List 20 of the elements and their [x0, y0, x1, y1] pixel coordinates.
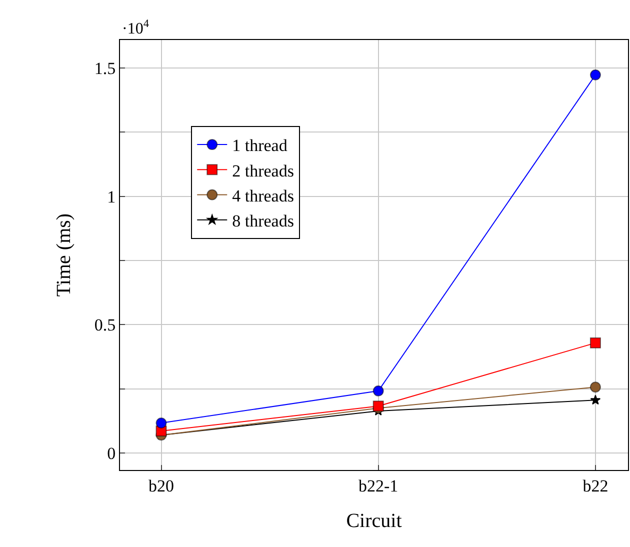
x-axis-title: Circuit	[346, 510, 402, 532]
text: ·10$^{4}$	[122, 18, 150, 38]
point	[590, 69, 601, 80]
y-tick-label: 1	[107, 187, 116, 206]
point	[156, 418, 167, 429]
point	[372, 385, 384, 396]
y-tick-label: 1.5	[94, 58, 116, 78]
x-tick-label: b22	[582, 476, 608, 496]
legend-label: 8 threads	[232, 211, 294, 230]
legend-label: 4 threads	[232, 186, 294, 206]
y-tick-label: 0.5	[94, 316, 116, 335]
legend-label: 2 threads	[232, 161, 294, 180]
point	[590, 337, 601, 348]
x-tick-label: b20	[148, 476, 174, 496]
y-axis-title: Time (ms)	[52, 213, 75, 297]
x-tick-label: b22-1	[358, 476, 398, 496]
legend-label: 1 thread	[232, 136, 288, 156]
y-tick-label: 0	[107, 444, 116, 464]
point	[590, 394, 601, 405]
point	[590, 382, 601, 393]
